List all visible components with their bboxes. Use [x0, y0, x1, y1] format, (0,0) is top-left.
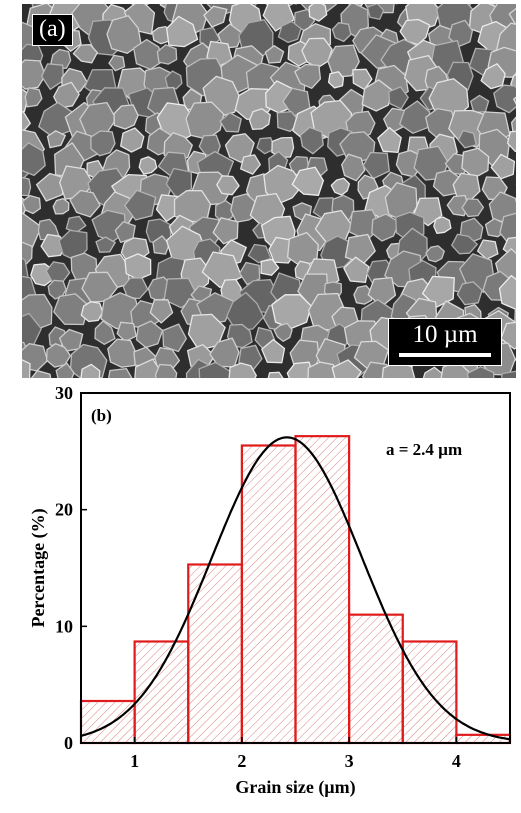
y-tick-label: 30 [55, 384, 73, 403]
histogram-bar-5 [296, 436, 350, 743]
mean-size-annotation: a = 2.4 µm [386, 440, 462, 459]
panel-a-label: (a) [32, 14, 73, 46]
panel-b-label: (b) [91, 406, 112, 425]
histogram-panel: 1 2 3 4 0 10 20 30 (b) a = 2.4 µm Grain size (µ… [0, 384, 521, 808]
y-axis-label: Percentage (%) [28, 508, 49, 627]
bars-group [81, 436, 510, 743]
x-tick-label: 3 [345, 751, 354, 771]
y-tick-label: 0 [64, 733, 73, 753]
y-tick-label: 20 [55, 500, 73, 520]
x-tick-label: 2 [237, 751, 246, 771]
histogram-bar-1 [81, 701, 135, 743]
scale-bar: 10 µm [388, 318, 502, 366]
histogram-bar-3 [188, 565, 242, 744]
histogram-bar-4 [242, 446, 296, 744]
grain-size-histogram: 1 2 3 4 0 10 20 30 (b) a = 2.4 µm Grain size (µ… [0, 384, 521, 808]
y-tick-label: 10 [55, 616, 73, 636]
scale-bar-label: 10 µm [389, 321, 501, 349]
grain [272, 295, 311, 329]
x-axis-label: Grain size (µm) [235, 777, 355, 798]
x-tick-label: 1 [130, 751, 139, 771]
grain [22, 177, 31, 196]
sem-micrograph: (a) 10 µm [22, 4, 516, 378]
x-tick-label: 4 [452, 751, 461, 771]
histogram-bar-2 [135, 642, 189, 744]
scale-bar-line [399, 353, 491, 357]
